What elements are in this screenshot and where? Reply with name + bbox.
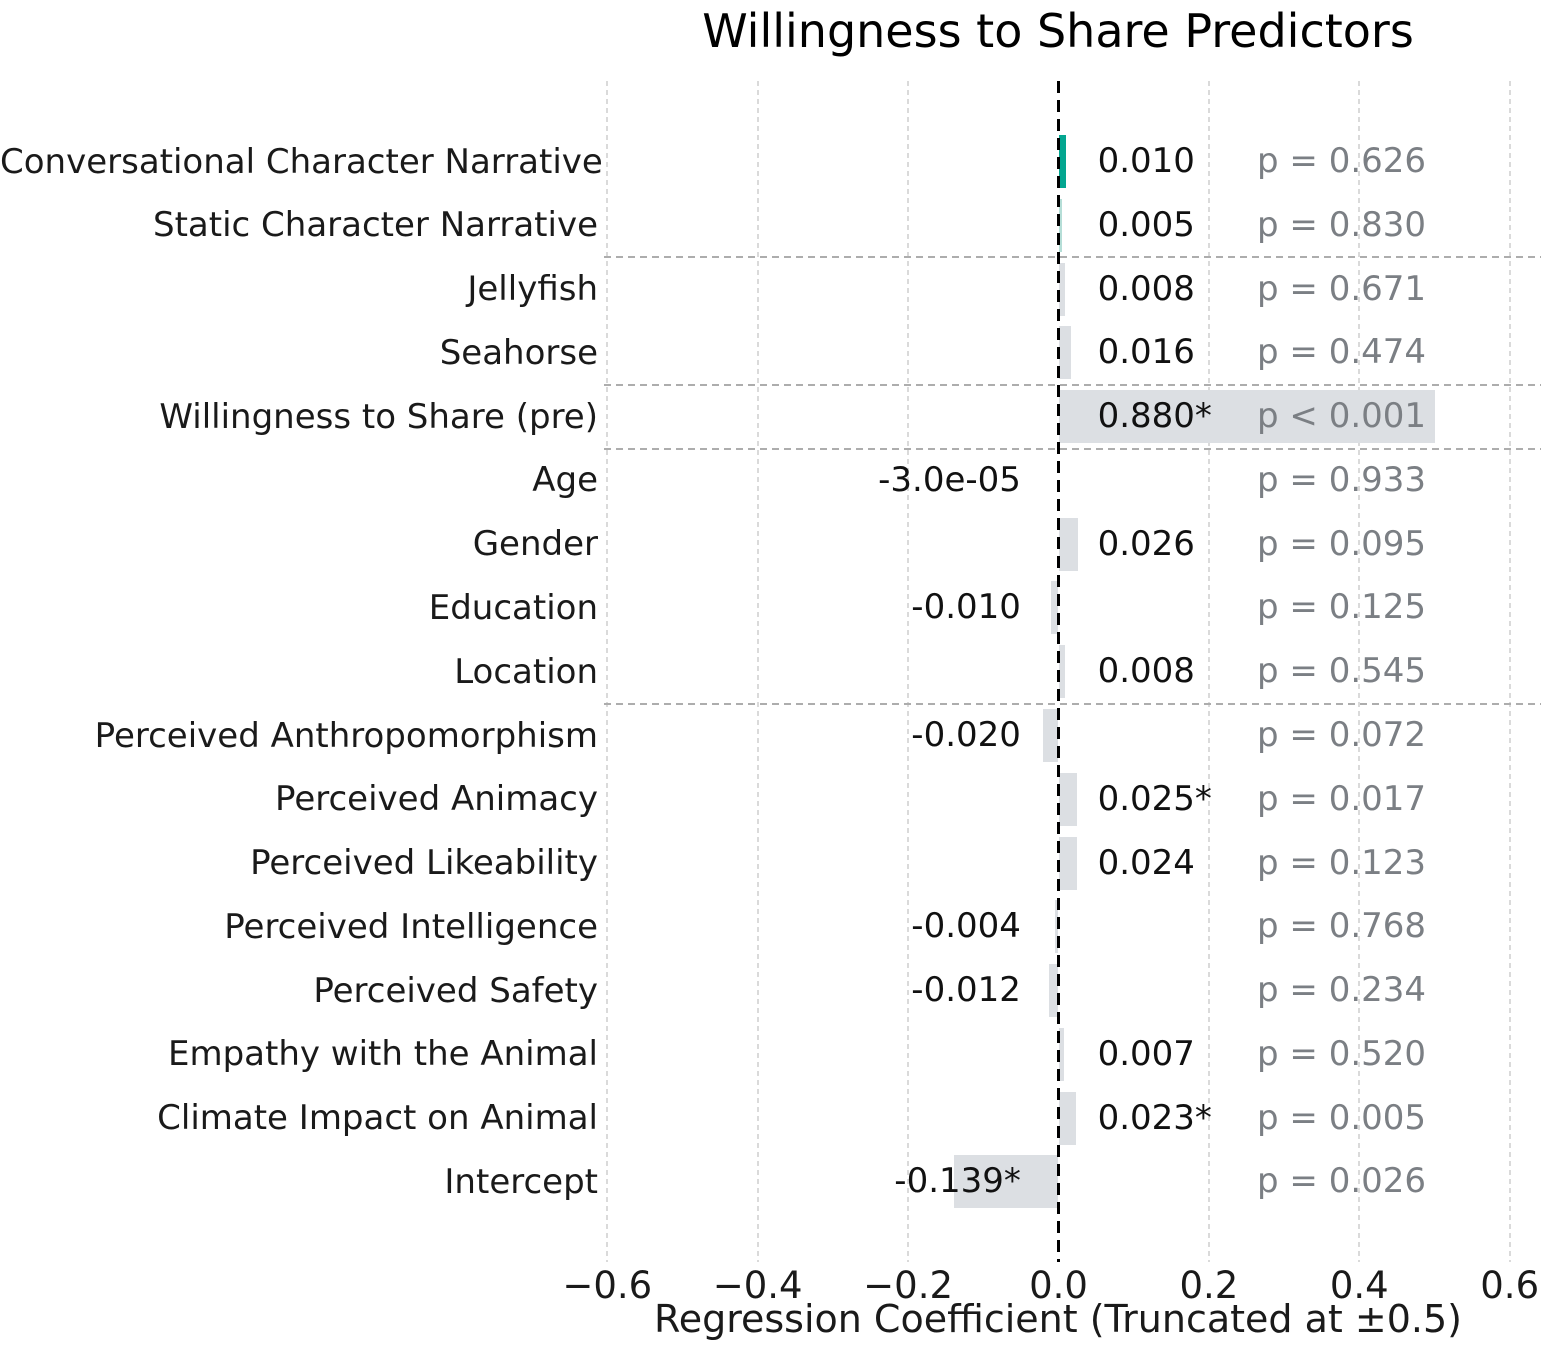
value-label: 0.010 <box>1097 141 1195 181</box>
x-tick-label: 0.0 <box>1029 1264 1088 1307</box>
value-label: -0.010 <box>911 587 1021 628</box>
row-label: Seahorse <box>439 332 598 373</box>
value-label: 0.025* <box>1097 778 1212 819</box>
row-label: Climate Impact on Animal <box>157 1098 598 1139</box>
coefficient-bar <box>1058 262 1065 316</box>
x-tick-label: 0.6 <box>1480 1264 1540 1307</box>
x-tick-label: 0.2 <box>1179 1264 1239 1307</box>
row-label: Perceived Likeability <box>250 843 598 884</box>
value-label: -0.020 <box>911 715 1021 756</box>
row-label: Jellyfish <box>467 269 598 310</box>
coefficient-bar <box>1058 198 1063 252</box>
p-value-label: p = 0.005 <box>1257 1097 1427 1138</box>
p-value-label: p = 0.830 <box>1257 204 1427 245</box>
p-value-label: p = 0.125 <box>1257 587 1427 628</box>
value-label: 0.880* <box>1097 396 1212 437</box>
p-value-label: p = 0.017 <box>1257 778 1427 819</box>
row-label: Willingness to Share (pre) <box>159 396 598 437</box>
value-label: 0.023* <box>1097 1097 1212 1138</box>
value-label: 0.016 <box>1097 332 1195 373</box>
coefficient-bar <box>1058 390 1435 444</box>
coefficient-bar <box>1049 964 1059 1018</box>
coefficient-bar <box>1058 517 1079 571</box>
p-value-label: p = 0.671 <box>1257 268 1427 309</box>
coefficient-bar <box>1058 772 1078 826</box>
row-label: Perceived Anthropomorphism <box>94 715 598 756</box>
p-value-label: p = 0.474 <box>1257 332 1427 373</box>
p-value-label: p = 0.123 <box>1257 842 1427 883</box>
coefficient-bar <box>953 1155 1059 1209</box>
zero-reference-line <box>1057 81 1060 1262</box>
value-label: 0.005 <box>1097 204 1195 245</box>
value-label: -3.0e-05 <box>878 459 1021 500</box>
row-label: Empathy with the Animal <box>167 1034 598 1075</box>
coefficient-bar <box>1058 1091 1076 1145</box>
p-value-label: p = 0.072 <box>1257 715 1427 756</box>
gridline <box>1358 81 1361 1262</box>
p-value-label: p = 0.933 <box>1257 459 1427 500</box>
row-label: Static Character Narrative <box>153 205 598 246</box>
row-label: Location <box>454 651 598 692</box>
coefficient-bar <box>1055 900 1059 954</box>
p-value-label: p = 0.520 <box>1257 1033 1427 1074</box>
value-label: 0.007 <box>1097 1033 1195 1074</box>
gridline <box>1207 81 1210 1262</box>
row-label: Gender <box>472 524 598 565</box>
value-label: 0.008 <box>1097 651 1195 692</box>
group-separator-line <box>604 702 1541 705</box>
row-label: Intercept <box>444 1161 598 1202</box>
p-value-label: p = 0.095 <box>1257 523 1427 564</box>
value-label: -0.004 <box>911 906 1021 947</box>
p-value-label: p = 0.234 <box>1257 970 1427 1011</box>
x-tick-label: −0.6 <box>562 1264 653 1307</box>
coefficient-bar <box>1058 135 1067 188</box>
p-value-label: p = 0.768 <box>1257 906 1427 947</box>
coefficient-bar <box>1043 709 1059 763</box>
coefficient-bar <box>1058 645 1065 699</box>
x-axis-label: Regression Coefficient (Truncated at ±0.… <box>654 1297 1462 1341</box>
p-value-label: p < 0.001 <box>1257 396 1427 437</box>
group-separator-line <box>604 447 1541 450</box>
value-label: -0.139* <box>894 1161 1021 1202</box>
gridline <box>1508 81 1511 1262</box>
value-label: -0.012 <box>911 970 1021 1011</box>
p-value-label: p = 0.026 <box>1257 1161 1427 1202</box>
gridline <box>907 81 910 1262</box>
x-tick-label: −0.2 <box>863 1264 954 1307</box>
chart-title: Willingness to Share Predictors <box>702 4 1414 58</box>
group-separator-line <box>604 256 1541 259</box>
x-tick-label: −0.4 <box>712 1264 803 1307</box>
row-label: Conversational Character Narrative <box>0 141 603 182</box>
value-label: 0.008 <box>1097 268 1195 309</box>
value-label: 0.024 <box>1097 842 1195 883</box>
row-label: Perceived Animacy <box>275 779 598 820</box>
coefficient-bar <box>1058 1027 1064 1081</box>
p-value-label: p = 0.545 <box>1257 651 1427 692</box>
row-label: Perceived Intelligence <box>224 906 598 947</box>
coefficient-bar <box>1058 326 1071 380</box>
gridline <box>756 81 759 1262</box>
group-separator-line <box>604 383 1541 386</box>
x-tick-label: 0.4 <box>1329 1264 1389 1307</box>
row-label: Age <box>532 460 598 501</box>
p-value-label: p = 0.626 <box>1257 141 1427 181</box>
row-label: Education <box>428 587 598 628</box>
coefficient-bar <box>1050 581 1059 635</box>
row-label: Perceived Safety <box>313 970 598 1011</box>
value-label: 0.026 <box>1097 523 1195 564</box>
gridline <box>606 81 609 1262</box>
coefficient-bar <box>1058 836 1077 890</box>
